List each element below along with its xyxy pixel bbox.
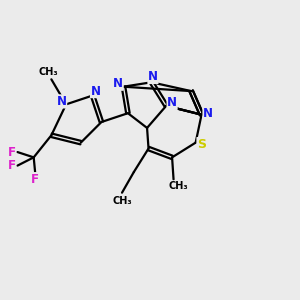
Text: N: N [203, 107, 213, 120]
Text: CH₃: CH₃ [112, 196, 132, 206]
Text: CH₃: CH₃ [168, 181, 188, 191]
Text: N: N [148, 70, 158, 83]
Text: N: N [57, 95, 67, 108]
Text: CH₃: CH₃ [39, 67, 58, 77]
Text: F: F [8, 159, 16, 172]
Text: N: N [113, 77, 123, 90]
Text: F: F [31, 172, 39, 186]
Text: N: N [91, 85, 100, 98]
Text: F: F [8, 146, 16, 159]
Text: S: S [197, 138, 206, 151]
Text: N: N [167, 96, 177, 110]
